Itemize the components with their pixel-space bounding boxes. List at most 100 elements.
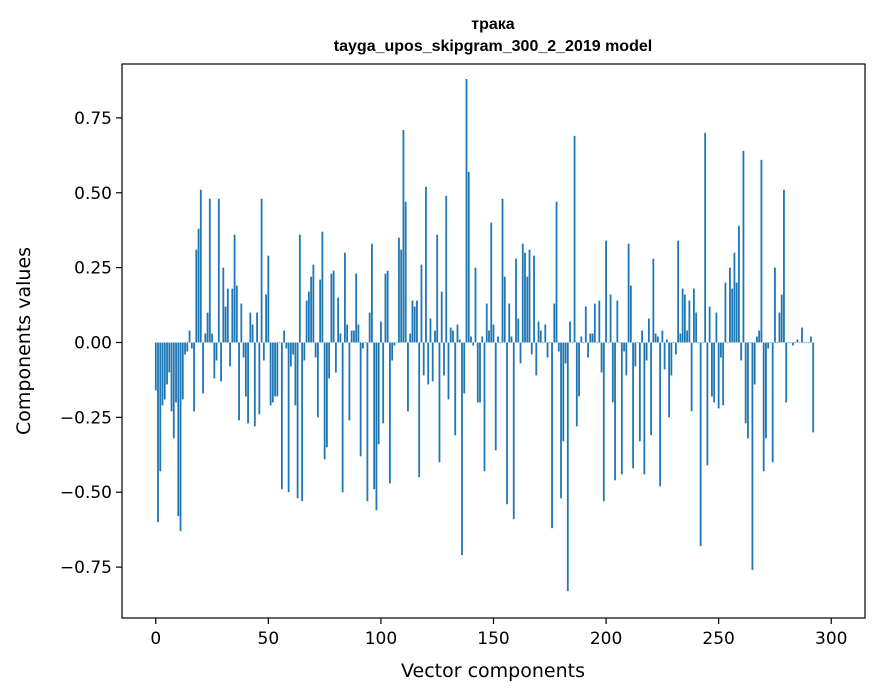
bar-component-91 (359, 342, 362, 457)
bar-component-41 (247, 342, 249, 424)
bar-component-182 (564, 342, 567, 364)
bar-component-66 (303, 342, 306, 361)
bar-component-121 (427, 342, 430, 385)
bar-component-51 (269, 342, 272, 406)
bar-component-14 (186, 342, 189, 352)
bar-component-71 (314, 342, 317, 358)
bar-component-238 (690, 342, 693, 412)
bar-component-126 (438, 342, 441, 463)
bar-component-105 (391, 342, 394, 361)
bar-component-29 (220, 342, 222, 382)
bar-component-141 (472, 342, 475, 346)
bar-component-287 (801, 327, 803, 343)
bar-component-128 (443, 342, 445, 376)
bar-component-93 (364, 342, 367, 344)
bar-component-205 (616, 300, 619, 343)
bar-component-64 (298, 234, 301, 343)
bar-component-186 (573, 135, 576, 343)
bar-component-96 (371, 243, 373, 343)
bar-component-167 (530, 342, 533, 355)
bar-component-88 (353, 330, 355, 343)
bar-component-74 (321, 231, 324, 343)
bar-component-67 (305, 300, 308, 343)
bar-component-108 (398, 237, 400, 343)
bar-component-288 (803, 342, 806, 344)
bar-component-125 (436, 234, 439, 343)
bar-component-113 (409, 333, 412, 343)
bar-component-257 (733, 252, 736, 343)
bar-component-24 (208, 198, 211, 343)
bar-component-72 (316, 342, 319, 418)
bar-component-97 (373, 342, 376, 490)
bar-component-1 (157, 342, 159, 523)
bar-component-181 (562, 342, 565, 442)
bar-component-185 (571, 342, 574, 344)
bar-component-94 (366, 342, 369, 502)
bar-component-136 (461, 342, 463, 556)
bar-component-263 (747, 342, 749, 439)
bar-component-123 (431, 342, 434, 382)
bar-component-267 (756, 336, 758, 343)
bar-component-75 (323, 342, 326, 460)
bar-component-34 (231, 288, 234, 343)
bar-component-2 (159, 342, 162, 472)
bar-component-10 (177, 342, 180, 517)
bar-component-243 (701, 342, 704, 344)
bar-component-162 (519, 342, 522, 364)
bar-component-32 (226, 288, 229, 343)
bar-component-98 (375, 342, 378, 511)
bar-component-278 (780, 294, 783, 343)
bar-component-117 (418, 342, 421, 478)
bar-component-241 (697, 342, 700, 344)
bar-component-30 (222, 267, 225, 343)
x-tick-label: 150 (477, 629, 509, 649)
bar-component-107 (395, 342, 398, 344)
bar-component-18 (195, 249, 198, 343)
x-axis-label: Vector components (401, 660, 585, 682)
bar-component-52 (271, 342, 274, 403)
bar-component-227 (665, 339, 668, 343)
bar-component-8 (172, 342, 175, 439)
bar-component-274 (771, 342, 774, 463)
bar-component-144 (479, 342, 481, 403)
bar-component-170 (537, 321, 540, 343)
bar-component-231 (674, 342, 677, 355)
bar-component-81 (337, 297, 340, 343)
bar-component-219 (647, 318, 650, 343)
bar-component-154 (501, 198, 504, 343)
bar-component-40 (244, 342, 247, 397)
chart-title: трака (471, 16, 515, 33)
bar-component-179 (557, 342, 560, 352)
x-tick-label: 100 (365, 629, 397, 649)
bar-component-110 (402, 129, 405, 343)
bar-component-62 (294, 342, 297, 406)
bar-component-270 (762, 342, 765, 472)
bar-component-258 (735, 282, 738, 343)
bar-component-279 (783, 189, 785, 343)
y-axis-ticks: −0.75 −0.50 −0.25 0.00 0.25 0.50 0.75 (60, 109, 122, 578)
bar-component-46 (258, 342, 261, 415)
bar-component-173 (544, 324, 547, 343)
y-tick-label: 0.25 (74, 259, 112, 279)
bar-component-252 (722, 342, 725, 406)
bar-component-13 (184, 342, 186, 355)
bar-component-140 (470, 336, 472, 343)
bar-component-11 (179, 342, 182, 532)
bar-component-281 (787, 342, 790, 344)
bar-component-112 (407, 342, 409, 412)
bar-component-73 (319, 279, 322, 343)
bar-component-143 (476, 342, 479, 403)
bar-component-157 (508, 303, 511, 343)
bar-component-235 (683, 294, 686, 343)
bar-component-261 (742, 150, 745, 343)
bar-component-240 (695, 312, 698, 343)
bar-component-228 (668, 342, 671, 418)
x-axis-ticks: 0 50 100 150 200 250 300 (150, 618, 847, 649)
bar-component-138 (465, 78, 468, 343)
bar-component-152 (497, 336, 499, 343)
bar-component-237 (688, 300, 691, 343)
bar-component-198 (600, 342, 603, 373)
bar-component-166 (528, 249, 531, 343)
bar-component-151 (494, 342, 497, 451)
bar-component-264 (749, 342, 752, 344)
